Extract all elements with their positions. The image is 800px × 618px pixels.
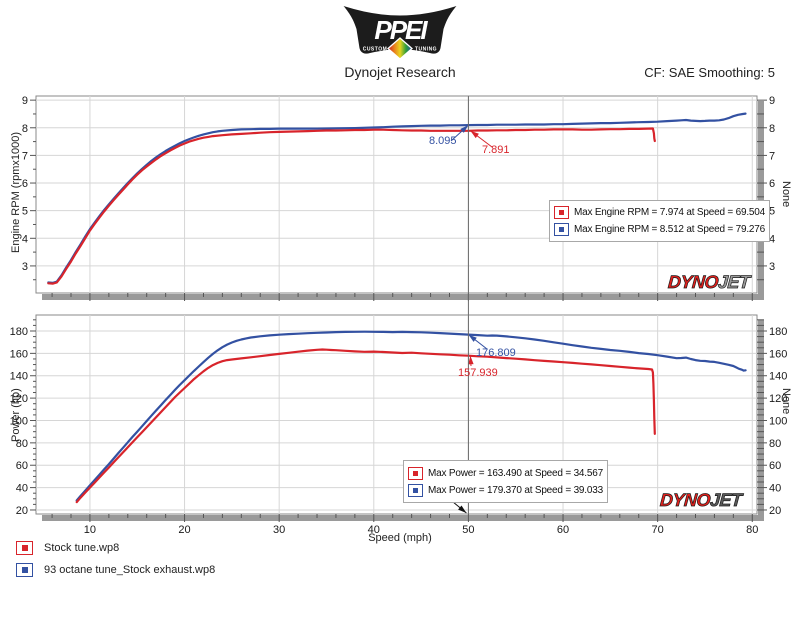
power-y-axis-title: Power (hp)	[10, 388, 22, 442]
red-series-swatch-icon	[16, 541, 33, 555]
x-axis-title: Speed (mph)	[368, 532, 432, 544]
svg-text:4: 4	[22, 233, 28, 245]
svg-text:100: 100	[769, 415, 787, 427]
svg-text:120: 120	[10, 393, 28, 405]
svg-text:120: 120	[769, 393, 787, 405]
svg-text:60: 60	[557, 524, 569, 536]
curve-stock	[47, 127, 656, 285]
svg-text:100: 100	[10, 415, 28, 427]
svg-text:70: 70	[652, 524, 664, 536]
svg-text:3: 3	[769, 261, 775, 273]
blue-series-swatch-icon	[408, 483, 423, 497]
curve-93oct	[75, 330, 747, 502]
svg-text:160: 160	[769, 348, 787, 360]
svg-text:60: 60	[769, 460, 781, 472]
svg-text:40: 40	[368, 524, 380, 536]
axis-ticks	[30, 99, 767, 301]
rpm-plot: 3 3 4 4 5 5 6 6 7 7 8 8 9 9	[22, 95, 775, 301]
ppei-logo-graphic: PPEI CUSTOM TUNING	[343, 6, 457, 60]
cursor-readout-power-tuned: 176.809	[476, 347, 516, 359]
svg-text:5: 5	[769, 206, 775, 218]
svg-text:10: 10	[84, 524, 96, 536]
tick-labels: 20 20 40 40 60 60 80 80 100 100 120 120 140 140 160 160…	[10, 326, 788, 536]
correction-factor-label: CF: SAE Smoothing: 5	[644, 65, 775, 80]
svg-text:7: 7	[22, 150, 28, 162]
power-right-axis-title: None	[780, 388, 792, 415]
power-max-legend: Max Power = 163.490 at Speed = 34.567 Ma…	[403, 460, 608, 503]
cursor-readout-rpm-tuned: 8.095	[429, 135, 457, 147]
cursor-readout-rpm-stock: 7.891	[482, 144, 510, 156]
legend-label: Max Power = 163.490 at Speed = 34.567	[428, 467, 603, 479]
svg-text:3: 3	[22, 261, 28, 273]
svg-text:8: 8	[22, 123, 28, 135]
curve-stock	[75, 348, 656, 504]
annotation-arrows	[468, 334, 488, 367]
logo-tagline-right: TUNING	[415, 47, 437, 53]
blue-series-swatch-icon	[553, 223, 569, 236]
svg-text:7: 7	[769, 150, 775, 162]
logo-shield	[343, 6, 457, 54]
legend-row-tuned: Max Engine RPM = 8.512 at Speed = 79.276	[553, 221, 765, 238]
svg-text:6: 6	[769, 178, 775, 190]
run-file-legend-tuned[interactable]: 93 octane tune_Stock exhaust.wp8	[16, 563, 215, 577]
rpm-right-axis-title: None	[780, 181, 792, 208]
svg-text:160: 160	[10, 348, 28, 360]
svg-text:20: 20	[769, 505, 781, 517]
rpm-y-axis-title: Engine RPM (rpmx1000)	[10, 131, 22, 253]
legend-row-stock: Max Engine RPM = 7.974 at Speed = 69.504	[553, 204, 765, 221]
page-title: Dynojet Research	[344, 64, 456, 80]
logo-tagline-left: CUSTOM	[363, 47, 388, 53]
dynojet-watermark: DYNOJET	[667, 272, 751, 293]
svg-text:50: 50	[462, 524, 474, 536]
svg-text:80: 80	[769, 438, 781, 450]
plot-area[interactable]	[35, 314, 758, 515]
blue-series-swatch-icon	[16, 563, 33, 577]
red-series-swatch-icon	[553, 206, 569, 219]
svg-text:80: 80	[746, 524, 758, 536]
svg-text:80: 80	[16, 438, 28, 450]
red-series-swatch-icon	[408, 466, 423, 480]
legend-label: Max Engine RPM = 8.512 at Speed = 79.276	[573, 224, 765, 235]
svg-text:6: 6	[22, 178, 28, 190]
dynojet-logo-text-red: DYNO	[667, 272, 719, 293]
run-file-name: Stock tune.wp8	[44, 542, 120, 554]
svg-text:180: 180	[10, 326, 28, 338]
dynojet-logo-text-gray: JET	[717, 272, 751, 293]
svg-text:60: 60	[16, 460, 28, 472]
dynojet-logo-text-gray: JET	[709, 490, 743, 511]
axis-ticks	[30, 319, 767, 522]
legend-label: Max Power = 179.370 at Speed = 39.033	[428, 484, 603, 496]
svg-text:140: 140	[769, 371, 787, 383]
ppei-logo: PPEI CUSTOM TUNING	[341, 2, 459, 62]
svg-text:5: 5	[22, 206, 28, 218]
svg-text:9: 9	[22, 95, 28, 107]
run-file-name: 93 octane tune_Stock exhaust.wp8	[44, 564, 216, 576]
cursor-readout-power-stock: 157.939	[458, 367, 498, 379]
dynojet-logo-text-red: DYNO	[659, 490, 711, 511]
svg-text:30: 30	[273, 524, 285, 536]
svg-text:40: 40	[16, 483, 28, 495]
dynojet-watermark: DYNOJET	[659, 490, 743, 511]
curves	[47, 112, 747, 285]
svg-text:20: 20	[178, 524, 190, 536]
legend-label: Max Engine RPM = 7.974 at Speed = 69.504	[573, 207, 765, 218]
legend-row-tuned: Max Power = 179.370 at Speed = 39.033	[408, 482, 603, 499]
svg-text:8: 8	[769, 123, 775, 135]
legend-row-stock: Max Power = 163.490 at Speed = 34.567	[408, 465, 603, 482]
svg-text:140: 140	[10, 371, 28, 383]
curves	[75, 330, 747, 504]
tick-labels: 3 3 4 4 5 5 6 6 7 7 8 8 9 9	[22, 95, 775, 273]
rpm-max-legend: Max Engine RPM = 7.974 at Speed = 69.504…	[548, 200, 770, 242]
power-plot: 20 20 40 40 60 60 80 80 100 100 120 120 140 140 160 160…	[10, 314, 788, 536]
run-file-legend-stock[interactable]: Stock tune.wp8	[16, 541, 119, 555]
svg-text:4: 4	[769, 233, 775, 245]
logo-diamond	[387, 37, 413, 60]
svg-text:40: 40	[769, 483, 781, 495]
svg-text:20: 20	[16, 505, 28, 517]
svg-text:9: 9	[769, 95, 775, 107]
annotation-arrows	[450, 124, 493, 148]
svg-text:180: 180	[769, 326, 787, 338]
